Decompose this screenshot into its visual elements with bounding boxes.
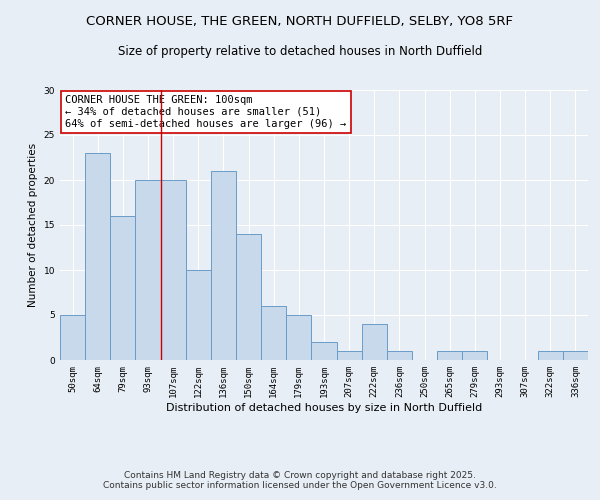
Text: Size of property relative to detached houses in North Duffield: Size of property relative to detached ho… xyxy=(118,45,482,58)
Bar xyxy=(211,171,236,360)
Bar xyxy=(337,351,362,360)
Y-axis label: Number of detached properties: Number of detached properties xyxy=(28,143,38,307)
Bar xyxy=(387,351,412,360)
Bar xyxy=(60,315,85,360)
Bar xyxy=(85,153,110,360)
Text: CORNER HOUSE THE GREEN: 100sqm
← 34% of detached houses are smaller (51)
64% of : CORNER HOUSE THE GREEN: 100sqm ← 34% of … xyxy=(65,96,347,128)
Text: CORNER HOUSE, THE GREEN, NORTH DUFFIELD, SELBY, YO8 5RF: CORNER HOUSE, THE GREEN, NORTH DUFFIELD,… xyxy=(86,15,514,28)
Bar xyxy=(462,351,487,360)
Bar xyxy=(311,342,337,360)
Bar xyxy=(563,351,588,360)
Bar xyxy=(186,270,211,360)
Bar xyxy=(161,180,186,360)
Text: Contains HM Land Registry data © Crown copyright and database right 2025.
Contai: Contains HM Land Registry data © Crown c… xyxy=(103,470,497,490)
Bar xyxy=(362,324,387,360)
Bar xyxy=(437,351,462,360)
Bar xyxy=(110,216,136,360)
X-axis label: Distribution of detached houses by size in North Duffield: Distribution of detached houses by size … xyxy=(166,402,482,412)
Bar xyxy=(538,351,563,360)
Bar xyxy=(236,234,261,360)
Bar xyxy=(136,180,161,360)
Bar xyxy=(261,306,286,360)
Bar xyxy=(286,315,311,360)
